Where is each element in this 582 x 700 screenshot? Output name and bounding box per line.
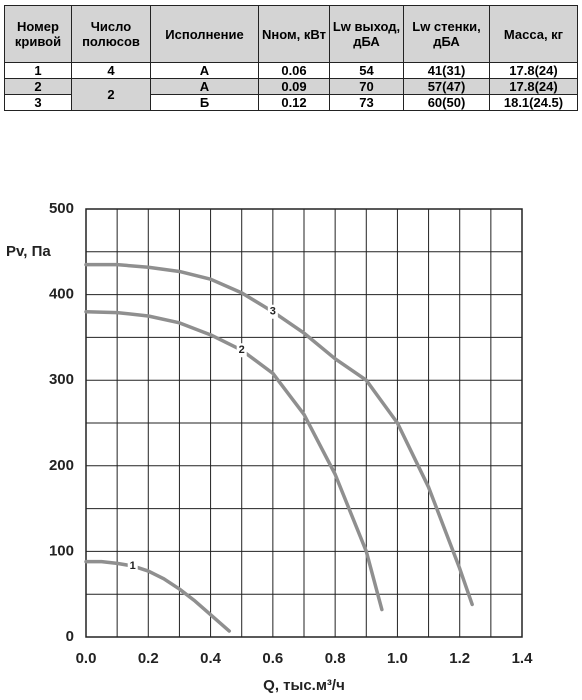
y-tick-label: 300: [49, 371, 74, 388]
x-tick-label: 0.8: [325, 650, 346, 667]
curve-label-bg: [127, 558, 138, 573]
x-tick-label: 0.2: [138, 650, 159, 667]
plot-frame: [85, 208, 523, 638]
cell: 54: [329, 62, 404, 79]
cell: 18.1(24.5): [489, 94, 578, 111]
row: 1 4 А 0.06 54 41(31) 17.8(24): [4, 62, 578, 79]
header-cell: Lw выход, дБА: [329, 5, 404, 63]
y-tick-label: 500: [49, 200, 74, 217]
curve-label-bg: [267, 304, 278, 319]
y-tick-label: 200: [49, 457, 74, 474]
cell: 57(47): [403, 78, 490, 95]
x-tick-label: 1.4: [512, 650, 534, 667]
x-tick-label: 0.0: [76, 650, 97, 667]
curve-label: 3: [270, 306, 276, 318]
curve: [84, 262, 474, 607]
cell: 17.8(24): [489, 62, 578, 79]
y-tick-label: 400: [49, 286, 74, 303]
cell: 2: [4, 78, 72, 95]
header-row: Номер кривой Число полюсов Исполнение Nн…: [4, 5, 578, 63]
cell: 2: [71, 78, 151, 111]
header-cell: Номер кривой: [4, 5, 72, 63]
cell: 0.06: [258, 62, 330, 79]
row: 3 Б 0.12 73 60(50) 18.1(24.5): [4, 94, 578, 111]
cell: 3: [4, 94, 72, 111]
x-tick-label: 0.6: [262, 650, 283, 667]
x-tick-label: 0.4: [200, 650, 222, 667]
curve-label-bg: [236, 343, 247, 358]
curve: [84, 559, 232, 633]
header-cell: Nном, кВт: [258, 5, 330, 63]
y-tick-label: 0: [66, 628, 74, 645]
cell: Б: [150, 94, 259, 111]
header-cell: Исполнение: [150, 5, 259, 63]
spec-table: Номер кривой Число полюсов Исполнение Nн…: [4, 5, 578, 111]
header-cell: Число полюсов: [71, 5, 151, 63]
x-tick-label: 1.2: [449, 650, 470, 667]
curve-label: 2: [239, 344, 245, 356]
y-tick-label: 100: [49, 542, 74, 559]
header-cell: Масса, кг: [489, 5, 578, 63]
cell: 60(50): [403, 94, 490, 111]
cell: 70: [329, 78, 404, 95]
curve-label: 1: [130, 560, 136, 572]
y-axis-label: Pv, Па: [6, 243, 51, 260]
x-axis-label: Q, тыс.м³/ч: [263, 677, 345, 694]
row: 2 2 А 0.09 70 57(47) 17.8(24): [4, 78, 578, 111]
header-cell: Lw стенки, дБА: [403, 5, 490, 63]
x-tick-label: 1.0: [387, 650, 408, 667]
